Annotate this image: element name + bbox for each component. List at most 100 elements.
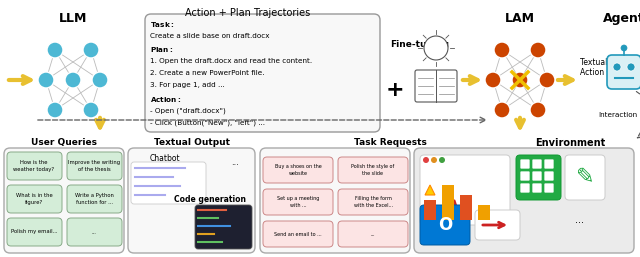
Text: ✎: ✎ [576,167,595,187]
FancyBboxPatch shape [475,210,520,240]
Circle shape [92,72,108,88]
Circle shape [627,63,635,71]
FancyBboxPatch shape [263,157,333,183]
FancyBboxPatch shape [414,148,634,253]
Text: Environment: Environment [535,138,605,148]
Text: Polish my email...: Polish my email... [11,230,57,234]
FancyBboxPatch shape [260,148,410,253]
FancyBboxPatch shape [145,14,380,132]
FancyBboxPatch shape [338,157,408,183]
Circle shape [530,42,546,58]
FancyBboxPatch shape [420,205,470,245]
FancyBboxPatch shape [607,55,640,89]
FancyBboxPatch shape [420,155,510,225]
Polygon shape [425,185,435,195]
Text: User Queries: User Queries [31,138,97,147]
Text: ...: ... [371,232,375,236]
Text: $\mathbf{Action:}$: $\mathbf{Action:}$ [150,95,182,104]
FancyBboxPatch shape [7,152,62,180]
Text: $\mathbf{Task:}$: $\mathbf{Task:}$ [150,20,175,29]
Text: - Open ("draft.docx"): - Open ("draft.docx") [150,107,226,114]
Circle shape [65,72,81,88]
FancyBboxPatch shape [67,185,122,213]
Text: - Click (Button("New"), "left") ...: - Click (Button("New"), "left") ... [150,120,265,126]
FancyBboxPatch shape [338,221,408,247]
FancyBboxPatch shape [520,171,530,181]
Text: Send an email to ...: Send an email to ... [274,232,322,236]
Circle shape [83,42,99,58]
FancyBboxPatch shape [4,148,124,253]
FancyBboxPatch shape [263,221,333,247]
FancyBboxPatch shape [532,171,542,181]
Text: 2. Create a new PowerPoint file.: 2. Create a new PowerPoint file. [150,70,264,76]
Text: Textual Output: Textual Output [154,138,230,147]
Circle shape [485,72,501,88]
Text: Write a Python
function for ...: Write a Python function for ... [75,194,113,205]
FancyBboxPatch shape [544,171,554,181]
FancyBboxPatch shape [565,155,605,200]
FancyBboxPatch shape [67,218,122,246]
Text: Set up a meeting
with ...: Set up a meeting with ... [277,196,319,208]
Bar [442,185,454,220]
Circle shape [530,102,546,118]
Text: Fine-tuning: Fine-tuning [390,40,449,49]
Circle shape [494,42,510,58]
Circle shape [539,72,555,88]
Text: What is in the
figure?: What is in the figure? [15,194,52,205]
Text: ...: ... [92,230,97,234]
FancyBboxPatch shape [532,159,542,169]
Text: Agent: Agent [603,12,640,25]
FancyBboxPatch shape [67,152,122,180]
Bar [460,195,472,220]
Text: Action + Plan Trajectories: Action + Plan Trajectories [186,8,310,18]
FancyBboxPatch shape [532,183,542,193]
Text: Buy a shoes on the
website: Buy a shoes on the website [275,164,321,176]
Circle shape [621,45,627,51]
FancyBboxPatch shape [131,162,206,204]
Text: Improve the writing
of the thesis: Improve the writing of the thesis [68,160,120,172]
Circle shape [431,157,437,163]
FancyBboxPatch shape [544,159,554,169]
Bar [424,200,436,220]
Text: Filling the form
with the Excel...: Filling the form with the Excel... [353,196,392,208]
FancyBboxPatch shape [195,205,252,249]
FancyBboxPatch shape [7,185,62,213]
Text: $\mathbf{Plan:}$: $\mathbf{Plan:}$ [150,45,173,54]
Circle shape [613,63,621,71]
Text: Interaction: Interaction [598,112,637,118]
Circle shape [512,72,528,88]
Circle shape [439,157,445,163]
Text: Task Requests: Task Requests [353,138,426,147]
Text: Polish the style of
the slide: Polish the style of the slide [351,164,395,176]
Text: ...: ... [231,158,239,167]
FancyBboxPatch shape [516,155,561,200]
Text: LAM: LAM [505,12,535,25]
Text: Chatbot: Chatbot [150,154,180,163]
FancyBboxPatch shape [544,183,554,193]
Text: O: O [438,216,452,234]
Text: Create a slide base on draft.docx: Create a slide base on draft.docx [150,32,269,39]
FancyBboxPatch shape [415,70,457,102]
Text: LLM: LLM [59,12,87,25]
Circle shape [424,36,448,60]
Circle shape [47,102,63,118]
Text: +: + [386,80,404,100]
FancyBboxPatch shape [520,159,530,169]
Text: Textual +
Action Output: Textual + Action Output [580,58,633,77]
FancyBboxPatch shape [128,148,255,253]
Text: Code generation: Code generation [174,195,246,204]
Circle shape [423,157,429,163]
Text: 3. For page 1, add ...: 3. For page 1, add ... [150,82,225,88]
FancyBboxPatch shape [7,218,62,246]
Text: How is the
weather today?: How is the weather today? [13,160,54,172]
Text: ...: ... [575,215,584,225]
Circle shape [83,102,99,118]
Text: 1. Open the draft.docx and read the content.: 1. Open the draft.docx and read the cont… [150,58,312,63]
Circle shape [494,102,510,118]
Circle shape [47,42,63,58]
FancyBboxPatch shape [520,183,530,193]
FancyBboxPatch shape [338,189,408,215]
FancyBboxPatch shape [263,189,333,215]
Bar [478,205,490,220]
Circle shape [38,72,54,88]
